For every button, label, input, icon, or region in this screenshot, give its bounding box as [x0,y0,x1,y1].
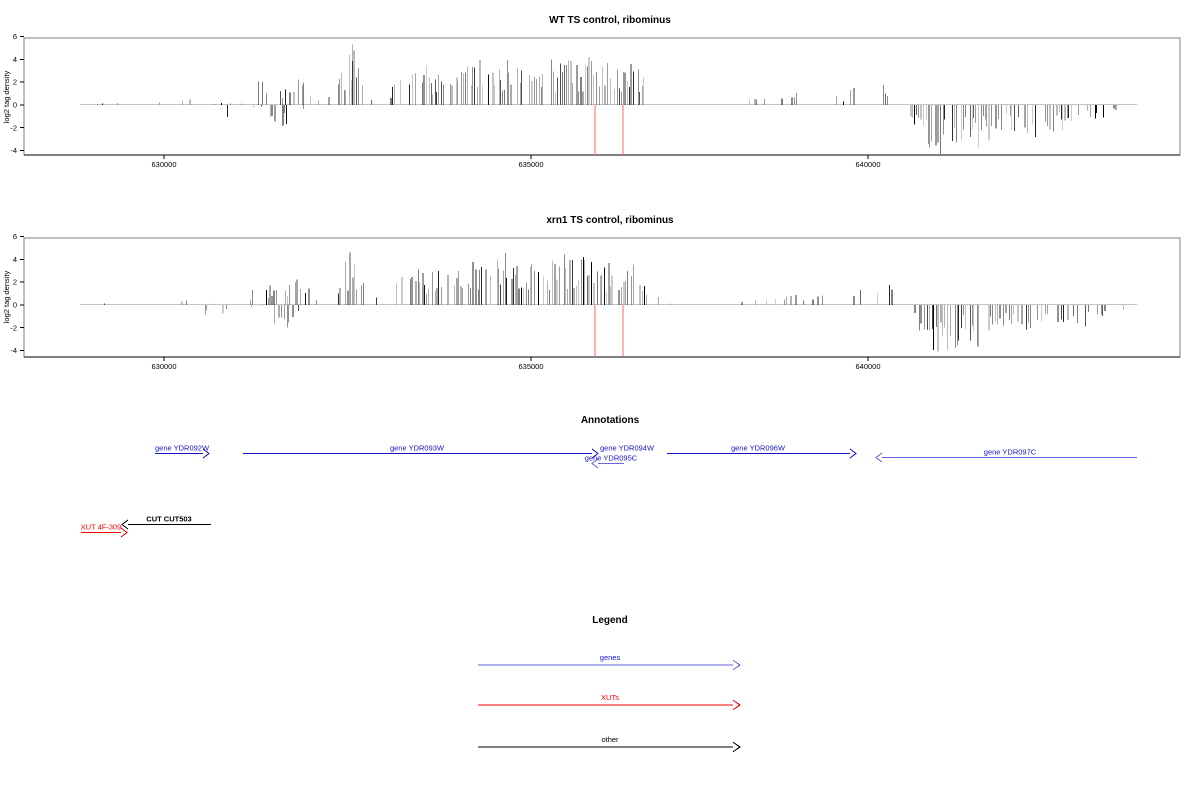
svg-text:genes: genes [600,653,621,662]
svg-text:635000: 635000 [518,160,543,169]
svg-text:-2: -2 [10,123,17,132]
svg-text:Legend: Legend [592,615,628,626]
svg-text:0: 0 [13,301,17,310]
svg-text:0: 0 [13,101,17,110]
svg-text:-4: -4 [10,346,17,355]
svg-text:640000: 640000 [855,362,880,371]
svg-text:other: other [601,735,619,744]
svg-text:630000: 630000 [151,160,176,169]
svg-text:gene YDR097C: gene YDR097C [984,448,1037,457]
svg-text:4: 4 [13,55,17,64]
svg-text:2: 2 [13,78,17,87]
svg-text:6: 6 [13,232,17,241]
svg-text:gene YDR092W: gene YDR092W [155,444,210,453]
svg-text:log2 tag density: log2 tag density [2,270,11,323]
svg-text:xrn1 TS control, ribominus: xrn1 TS control, ribominus [546,215,674,226]
svg-text:630000: 630000 [151,362,176,371]
svg-text:640000: 640000 [855,160,880,169]
svg-text:gene YDR096W: gene YDR096W [731,444,786,453]
svg-text:XUT 4F-309: XUT 4F-309 [81,523,122,532]
svg-text:log2 tag density: log2 tag density [2,70,11,123]
svg-text:CUT CUT503: CUT CUT503 [146,515,191,524]
svg-text:2: 2 [13,278,17,287]
svg-text:6: 6 [13,32,17,41]
svg-text:WT TS control, ribominus: WT TS control, ribominus [549,15,671,26]
svg-text:gene YDR095C: gene YDR095C [585,454,638,463]
svg-text:-2: -2 [10,323,17,332]
svg-text:635000: 635000 [518,362,543,371]
svg-text:-4: -4 [10,146,17,155]
svg-text:XUTs: XUTs [601,693,619,702]
svg-text:gene YDR093W: gene YDR093W [390,444,445,453]
svg-text:Annotations: Annotations [581,415,640,426]
svg-text:4: 4 [13,255,17,264]
svg-text:gene YDR094W: gene YDR094W [600,444,655,453]
